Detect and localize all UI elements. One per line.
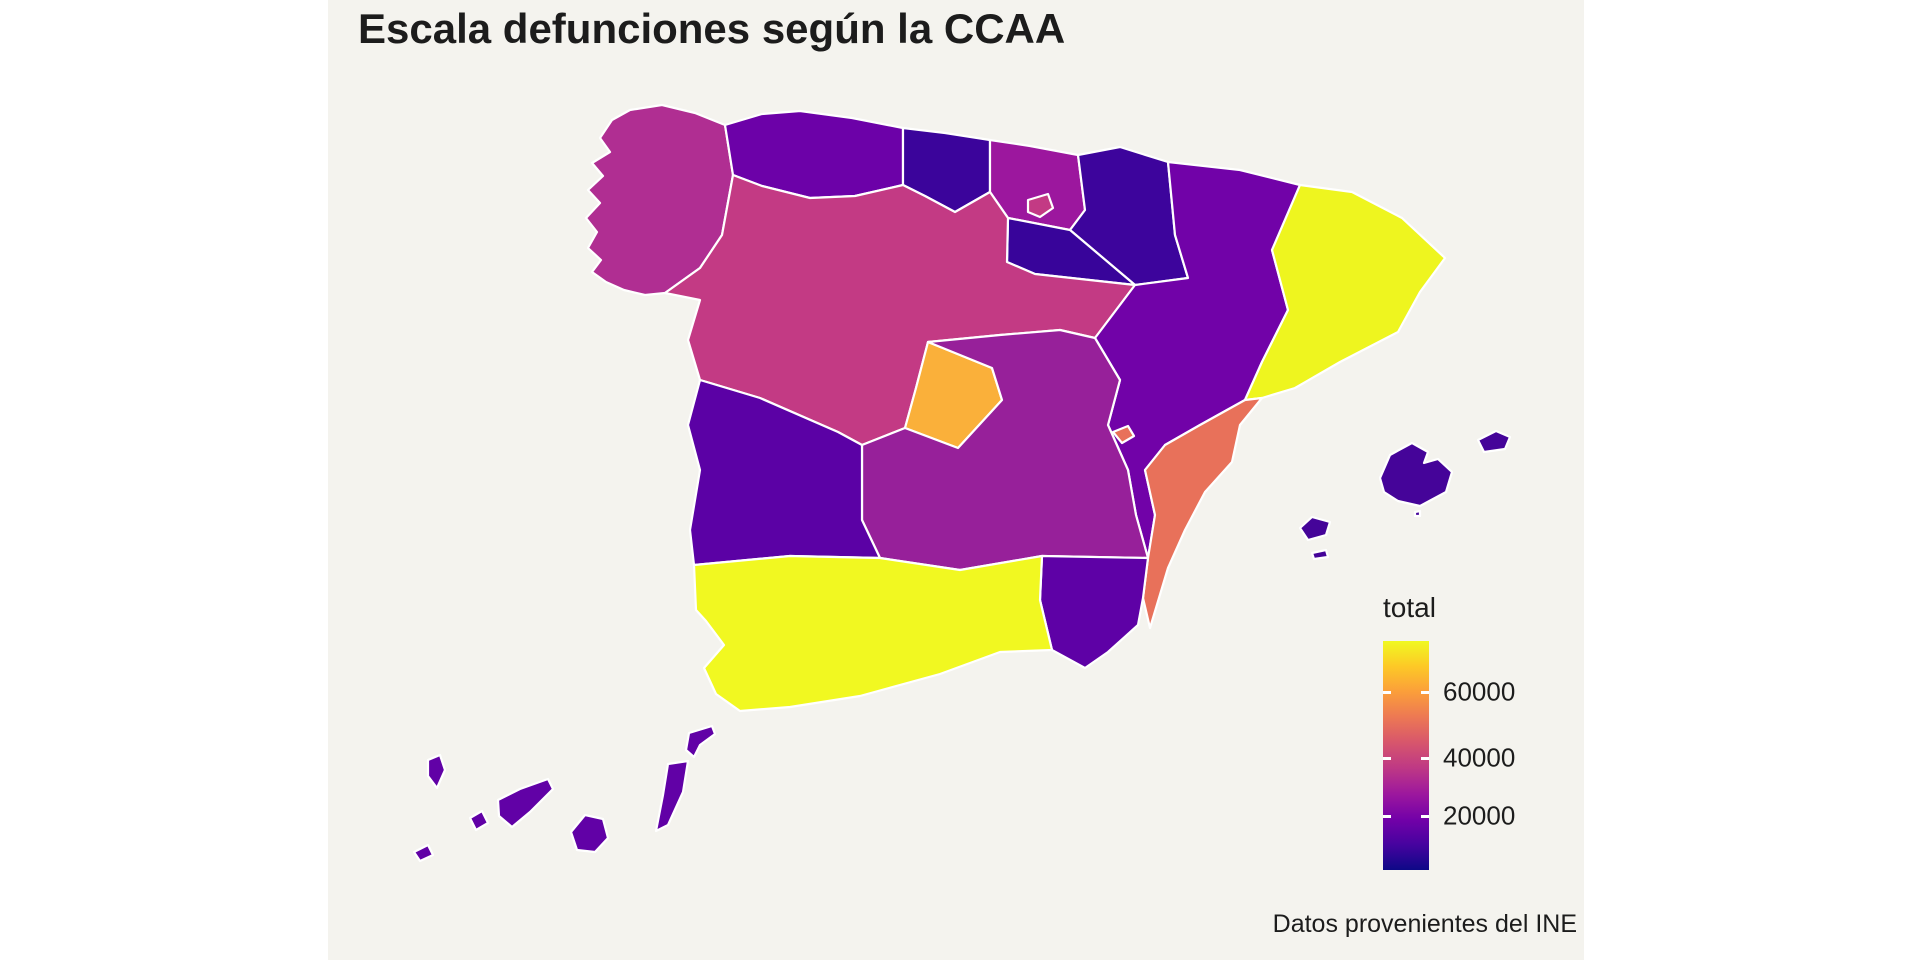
tick-mark: [1421, 691, 1429, 694]
region-murcia: [1038, 554, 1150, 670]
tick-mark: [1421, 757, 1429, 760]
caption: Datos provenientes del INE: [1272, 910, 1577, 938]
canarias-la-palma: [426, 753, 447, 790]
baleares-menorca: [1476, 429, 1512, 454]
region-andalucia: [692, 554, 1054, 713]
legend-label-20000: 20000: [1443, 800, 1516, 831]
canarias-el-hierro: [412, 843, 435, 863]
baleares-ibiza: [1298, 515, 1332, 542]
legend-label-60000: 60000: [1443, 676, 1516, 707]
canarias-la-gomera: [468, 809, 490, 832]
enclave-trevino: [1026, 192, 1055, 219]
region-cataluna: [1243, 183, 1447, 402]
legend-label-40000: 40000: [1443, 742, 1516, 773]
region-canarias: [412, 724, 717, 863]
tick-mark: [1383, 691, 1391, 694]
tick-mark: [1383, 757, 1391, 760]
canarias-tenerife: [496, 777, 555, 829]
page-title: Escala defunciones según la CCAA: [358, 5, 1066, 52]
canarias-fuerteventura: [654, 759, 690, 833]
enclave-rincon-ademuz: [1111, 424, 1136, 445]
legend-title: total: [1383, 592, 1436, 623]
baleares-mallorca: [1378, 441, 1454, 508]
tick-mark: [1421, 815, 1429, 818]
tick-mark: [1383, 815, 1391, 818]
baleares-cabrera: [1413, 509, 1422, 518]
canarias-gran-canaria: [569, 813, 610, 854]
baleares-formentera: [1310, 548, 1330, 561]
canarias-lanzarote: [684, 724, 717, 759]
color-scale-legend: total 60000 40000 20000: [1383, 592, 1603, 882]
region-baleares: [1298, 429, 1512, 561]
legend-gradient-bar: [1383, 641, 1429, 870]
